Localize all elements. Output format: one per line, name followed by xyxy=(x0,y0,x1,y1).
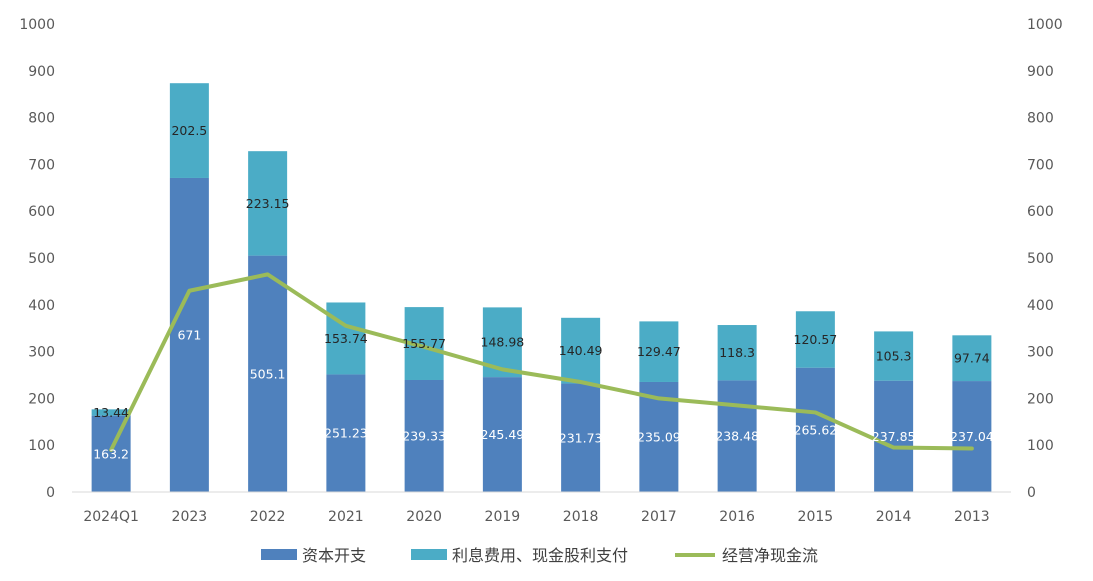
bar-segment-interest-dividend xyxy=(248,151,288,256)
y-tick-label-left: 300 xyxy=(28,345,55,361)
bar-segment-interest-dividend xyxy=(561,317,601,384)
data-label-capex: 239.33 xyxy=(402,428,446,443)
legend-swatch xyxy=(411,549,447,560)
y-tick-label-left: 400 xyxy=(28,298,55,314)
data-label-capex: 237.85 xyxy=(872,429,916,444)
y-tick-label-right: 200 xyxy=(1027,391,1054,407)
legend-label: 利息费用、现金股利支付 xyxy=(452,546,628,565)
legend-label: 经营净现金流 xyxy=(722,546,818,565)
bar-segment-capex xyxy=(952,381,992,492)
bar-segment-capex xyxy=(248,255,288,492)
legend-item-capex: 资本开支 xyxy=(261,546,366,565)
x-tick-label: 2017 xyxy=(641,509,677,525)
x-tick-label: 2016 xyxy=(719,509,755,525)
data-label-interest-dividend: 223.15 xyxy=(246,196,290,211)
x-tick-label: 2024Q1 xyxy=(83,509,139,525)
y-tick-label-right: 500 xyxy=(1027,251,1054,267)
data-label-interest-dividend: 13.44 xyxy=(93,405,129,420)
y-tick-label-right: 900 xyxy=(1027,64,1054,80)
y-tick-label-right: 100 xyxy=(1027,438,1054,454)
data-label-capex: 251.23 xyxy=(324,426,368,441)
data-label-capex: 265.62 xyxy=(794,422,838,437)
bar-segment-interest-dividend xyxy=(874,331,914,381)
bar-segment-interest-dividend xyxy=(717,325,757,381)
data-label-capex: 237.04 xyxy=(950,429,994,444)
data-label-capex: 671 xyxy=(177,327,201,342)
bar-segment-interest-dividend xyxy=(326,302,366,375)
data-label-capex: 245.49 xyxy=(481,427,525,442)
data-label-interest-dividend: 155.77 xyxy=(402,336,446,351)
bar-segment-capex xyxy=(91,415,131,492)
bar-segment-capex xyxy=(482,377,522,492)
data-label-interest-dividend: 97.74 xyxy=(954,351,990,366)
x-tick-label: 2014 xyxy=(876,509,912,525)
bar-segment-capex xyxy=(561,383,601,492)
x-tick-label: 2023 xyxy=(172,509,208,525)
x-tick-label: 2021 xyxy=(328,509,364,525)
data-label-capex: 238.48 xyxy=(715,429,759,444)
x-tick-label: 2018 xyxy=(563,509,599,525)
data-label-interest-dividend: 202.5 xyxy=(171,123,207,138)
bar-segment-interest-dividend xyxy=(169,83,209,178)
x-tick-label: 2020 xyxy=(406,509,442,525)
y-tick-label-right: 600 xyxy=(1027,204,1054,220)
data-label-interest-dividend: 129.47 xyxy=(637,344,681,359)
bar-segment-interest-dividend xyxy=(91,409,131,416)
line-operating-cash-flow xyxy=(109,272,974,452)
y-tick-label-left: 0 xyxy=(46,485,55,501)
bar-segment-interest-dividend xyxy=(952,335,992,382)
y-tick-label-left: 700 xyxy=(28,157,55,173)
y-tick-label-left: 500 xyxy=(28,251,55,267)
y-tick-label-left: 100 xyxy=(28,438,55,454)
data-label-capex: 231.73 xyxy=(559,430,603,445)
y-tick-label-left: 600 xyxy=(28,204,55,220)
y-tick-label-right: 800 xyxy=(1027,111,1054,127)
data-label-interest-dividend: 120.57 xyxy=(794,332,838,347)
bar-segment-capex xyxy=(717,380,757,492)
bar-segment-interest-dividend xyxy=(639,321,679,382)
x-tick-label: 2019 xyxy=(485,509,521,525)
bar-segment-capex xyxy=(874,380,914,492)
data-label-interest-dividend: 140.49 xyxy=(559,343,603,358)
y-tick-label-left: 200 xyxy=(28,391,55,407)
y-tick-label-right: 300 xyxy=(1027,345,1054,361)
y-tick-label-left: 800 xyxy=(28,111,55,127)
y-tick-label-left: 1000 xyxy=(19,17,55,33)
data-label-interest-dividend: 118.3 xyxy=(719,345,755,360)
y-tick-label-right: 700 xyxy=(1027,157,1054,173)
bar-segment-capex xyxy=(326,374,366,492)
legend-swatch xyxy=(261,549,297,560)
bar-segment-capex xyxy=(404,379,444,492)
y-tick-label-right: 400 xyxy=(1027,298,1054,314)
bar-segment-interest-dividend xyxy=(795,311,835,368)
legend-item-interest-dividend: 利息费用、现金股利支付 xyxy=(411,546,628,565)
data-label-interest-dividend: 105.3 xyxy=(876,349,912,364)
bar-segment-capex xyxy=(169,177,209,493)
y-tick-label-right: 1000 xyxy=(1027,17,1063,33)
x-tick-label: 2013 xyxy=(954,509,990,525)
legend-item-operating-cash-flow: 经营净现金流 xyxy=(675,546,818,565)
data-label-capex: 235.09 xyxy=(637,429,681,444)
data-label-capex: 163.2 xyxy=(93,446,129,461)
y-tick-label-left: 900 xyxy=(28,64,55,80)
legend-label: 资本开支 xyxy=(302,546,366,565)
data-label-capex: 505.1 xyxy=(250,366,286,381)
y-tick-label-right: 0 xyxy=(1027,485,1036,501)
bar-segment-capex xyxy=(795,367,835,492)
data-label-interest-dividend: 153.74 xyxy=(324,331,368,346)
x-tick-label: 2022 xyxy=(250,509,286,525)
x-tick-label: 2015 xyxy=(798,509,834,525)
data-label-interest-dividend: 148.98 xyxy=(481,335,525,350)
